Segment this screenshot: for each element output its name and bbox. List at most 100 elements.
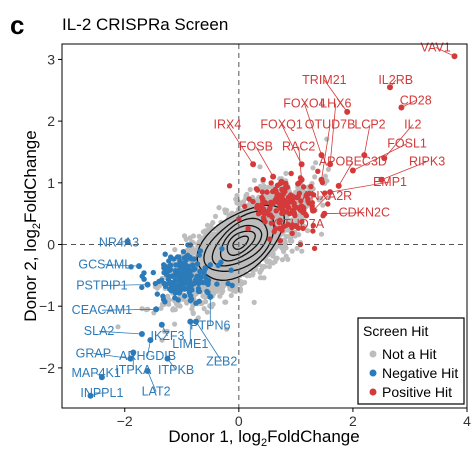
negative-hit-point [191,280,197,287]
y-tick-label: 3 [47,51,55,67]
gene-label: IL2RB [378,73,413,87]
non-hit-point [266,258,272,264]
positive-hit-point [272,186,278,193]
legend-swatch-not-hit [369,350,377,358]
label-leader-line [324,212,365,215]
gene-label: LHX6 [320,97,351,111]
label-leader-line [161,324,168,337]
negative-hit-point [154,291,160,297]
non-hit-point [237,202,243,208]
gene-label: ITPKA [115,363,152,377]
gene-label: LIME1 [172,337,208,351]
non-hit-point [196,239,202,245]
negative-hit-point [219,246,225,252]
positive-hit-point [256,205,262,212]
positive-hit-point [325,201,331,207]
positive-hit-point [253,186,260,192]
label-leader-line [324,79,348,113]
negative-hit-point [228,267,234,273]
positive-hit-point [276,225,283,232]
label-leader-line [101,284,148,286]
positive-hit-point [264,189,270,195]
y-axis-label: Donor 2, log2FoldChange [21,130,43,321]
gene-label: ZEB2 [206,354,237,368]
negative-hit-point [173,272,179,279]
non-hit-point [224,255,230,261]
axis-ticks: −2 0 2 4 −2 −1 0 1 2 3 [39,51,471,429]
negative-hit-point [175,277,182,284]
non-hit-point [190,233,196,239]
y-tick-label: 2 [47,113,55,129]
non-hit-point [189,249,195,255]
label-leader-line [304,103,322,156]
positive-hit-point [300,209,306,216]
label-leader-line [147,340,151,356]
x-axis-label-prefix: Donor 1, log [168,427,261,446]
non-hit-point [238,281,244,287]
negative-hit-point [188,293,194,299]
negative-hit-point [176,284,182,290]
legend-swatch-positive [369,388,377,396]
gene-label: GCSAML [78,258,131,272]
label-leader-line [329,103,337,165]
positive-hit-point [278,200,284,207]
positive-hit-point [259,189,266,195]
background-points [115,136,332,343]
non-hit-point [266,263,272,270]
non-hit-point [172,307,178,313]
negative-hit-point [183,253,189,260]
non-hit-point [283,253,289,259]
non-hit-point [238,241,245,247]
negative-hit-point [196,252,202,258]
positive-hit-point [288,199,294,205]
non-hit-point [270,260,276,266]
negative-hit-point [197,268,203,275]
positive-hit-point [300,184,307,190]
label-leader-line [195,321,223,362]
positive-hit-point [300,225,306,232]
positive-hit-point [311,245,318,252]
positive-hit-point [299,204,305,210]
gene-label: LAT2 [142,385,171,399]
legend-swatch-negative [369,369,377,377]
y-axis-label-prefix: Donor 2, log [21,229,40,322]
non-hit-point [222,299,228,305]
gene-label: RIPK3 [409,155,445,169]
chart-title: IL-2 CRISPRa Screen [62,15,228,34]
non-hit-point [217,231,223,237]
label-leader-line [295,223,299,227]
label-leader-line [363,124,371,156]
negative-hit-point [187,273,193,280]
non-hit-point [222,207,228,213]
positive-hit-point [298,198,304,204]
density-contour [219,224,263,262]
y-axis-label-suffix: FoldChange [21,130,40,223]
legend-box [357,317,465,405]
non-hit-point [318,231,325,237]
gene-label: FOXO4 [283,97,325,111]
non-hit-point [227,229,233,235]
negative-hit-point [162,251,168,257]
label-leader-line [147,370,157,392]
non-hit-point [154,285,160,291]
gene-label: NR4A3 [99,235,139,249]
gene-label: CEACAM1 [72,303,132,317]
gene-label: IKZF3 [150,329,184,343]
non-hit-point [261,275,267,281]
non-hit-point [279,245,285,251]
label-leader-line [104,264,140,267]
non-hit-point [229,210,235,216]
x-axis-label-sub: 2 [261,437,267,449]
non-hit-point [219,267,225,273]
label-leader-line [435,47,455,57]
non-hit-point [214,288,220,294]
negative-hit-point [181,268,187,274]
positive-hit-point [242,203,248,210]
positive-hit-points [226,53,458,252]
gene-label: LCP2 [354,118,385,132]
positive-hit-point [268,220,275,226]
positive-hit-point [306,190,312,197]
negative-hit-point [205,290,211,296]
x-axis-label-suffix: FoldChange [267,427,360,446]
non-hit-point [279,257,286,263]
